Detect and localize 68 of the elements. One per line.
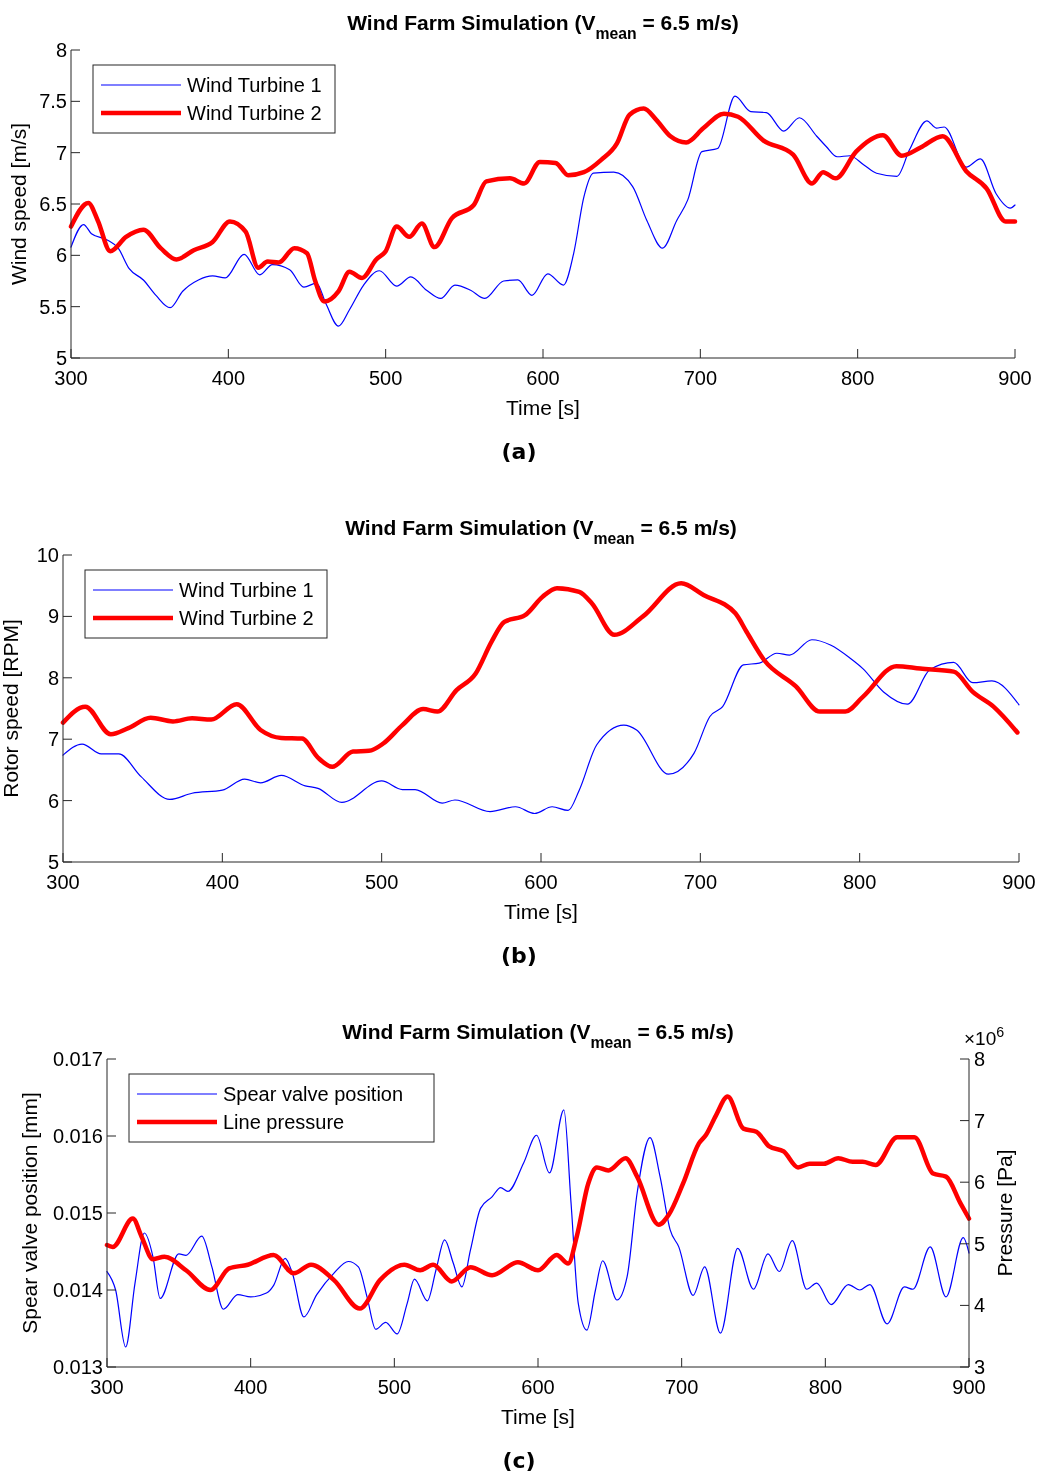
text: (b) — [501, 943, 537, 968]
chart-title: Wind Farm Simulation (V$_{mean}$ = 6.5 m/s) — [342, 1020, 734, 1051]
legend-label: Wind Turbine 1 — [187, 74, 322, 96]
x-tick-label: 700 — [683, 367, 718, 389]
x-tick-label: 500 — [364, 871, 399, 893]
x-tick-label: 300 — [90, 1376, 124, 1398]
legend-label: Spear valve position — [223, 1083, 404, 1105]
x-tick-label: 900 — [998, 367, 1032, 389]
y-tick-label: 10 — [36, 544, 59, 566]
line-series — [106, 1109, 970, 1348]
text: (a) — [501, 439, 537, 464]
x-tick-label: 800 — [808, 1376, 843, 1398]
y-tick-label: 0.014 — [52, 1279, 103, 1301]
x-tick-label: 500 — [368, 367, 403, 389]
y-tick-label: 6.5 — [39, 193, 67, 215]
y-tick-label: 7.5 — [39, 90, 67, 113]
x-tick-label: 600 — [526, 367, 560, 389]
y-tick-label: 5 — [47, 851, 59, 873]
x-axis-title: Time [s] — [504, 900, 578, 923]
y2-tick-label: 3 — [974, 1356, 986, 1378]
legend-label: Wind Turbine 1 — [179, 579, 314, 601]
x-axis-title: Time [s] — [506, 396, 580, 419]
x-tick-label: 600 — [524, 871, 558, 893]
y2-axis-title: Pressure [Pa] — [993, 1149, 1016, 1277]
y-axis-title: Spear valve position [mm] — [18, 1092, 41, 1334]
y2-tick-label: 4 — [974, 1294, 986, 1317]
y-tick-label: 0.017 — [52, 1048, 103, 1070]
y-tick-label: 0.015 — [52, 1202, 103, 1224]
line-series — [62, 639, 1020, 815]
x-tick-label: 900 — [1002, 871, 1036, 893]
y-tick-label: 5.5 — [39, 295, 67, 318]
y2-tick-label: 8 — [974, 1048, 986, 1070]
legend-label: Wind Turbine 2 — [179, 607, 314, 629]
y-tick-label: 0.016 — [52, 1125, 103, 1147]
x-tick-label: 700 — [683, 871, 718, 893]
x-tick-label: 300 — [54, 367, 88, 389]
x-tick-label: 900 — [952, 1376, 986, 1398]
y2-tick-label: 5 — [974, 1232, 986, 1255]
chart-title: Wind Farm Simulation (V$_{mean}$ = 6.5 m/s) — [347, 11, 739, 42]
x-tick-label: 400 — [205, 871, 240, 893]
y-tick-label: 7 — [55, 141, 67, 164]
y-tick-label: 6 — [47, 789, 59, 812]
y-tick-label: 6 — [55, 244, 67, 267]
y-tick-label: 8 — [55, 39, 67, 61]
text: (c) — [502, 1448, 536, 1473]
y-tick-label: 7 — [47, 728, 59, 751]
chart-title: Wind Farm Simulation (V$_{mean}$ = 6.5 m/s) — [345, 516, 737, 547]
y2-tick-label: 6 — [974, 1171, 986, 1194]
y-tick-label: 8 — [47, 666, 59, 689]
legend-label: Wind Turbine 2 — [187, 102, 322, 124]
text: ×10$^{6}$ — [964, 1024, 1005, 1049]
x-tick-label: 400 — [211, 367, 246, 389]
y2-tick-label: 7 — [974, 1109, 986, 1132]
x-tick-label: 500 — [377, 1376, 412, 1398]
x-tick-label: 300 — [46, 871, 80, 893]
x-axis-title: Time [s] — [501, 1405, 575, 1428]
y-tick-label: 5 — [55, 347, 67, 369]
y-axis-title: Wind speed [m/s] — [7, 122, 30, 286]
x-tick-label: 800 — [842, 871, 877, 893]
y-axis-title: Rotor speed [RPM] — [0, 619, 22, 798]
x-tick-label: 400 — [233, 1376, 268, 1398]
x-tick-label: 700 — [664, 1376, 699, 1398]
x-tick-label: 600 — [521, 1376, 555, 1398]
legend-label: Line pressure — [223, 1111, 345, 1133]
y-tick-label: 9 — [47, 605, 59, 628]
x-tick-label: 800 — [840, 367, 875, 389]
line-series — [60, 580, 1020, 770]
y-tick-label: 0.013 — [52, 1356, 103, 1378]
